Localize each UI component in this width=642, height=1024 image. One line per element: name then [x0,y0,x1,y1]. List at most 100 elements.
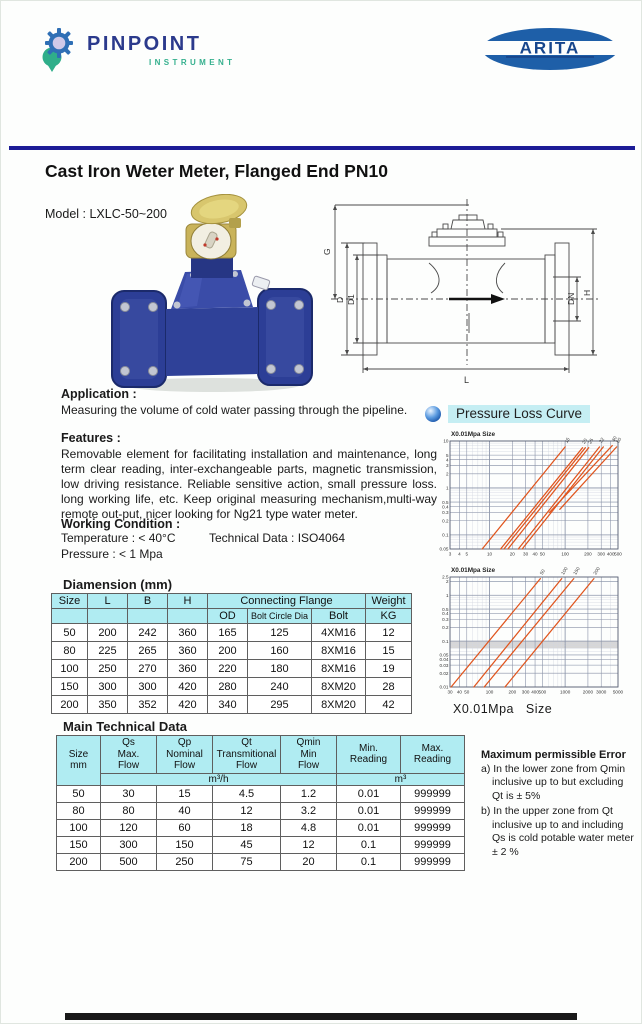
table-cell: 360 [167,641,208,660]
svg-text:10: 10 [487,552,493,557]
col-qt: Qt Transmitional Flow [212,735,281,774]
table-cell: 999999 [400,818,465,837]
dim-label-d1: D1 [346,294,356,305]
svg-text:30: 30 [447,690,453,695]
table-cell: 165 [207,623,248,642]
partner-name: ARITA [520,39,581,58]
svg-text:32: 32 [598,436,606,444]
table-cell: 120 [100,818,157,837]
table-cell: 8XM20 [311,677,366,696]
pressure-loss-header: Pressure Loss Curve [425,405,591,423]
svg-text:200: 200 [593,566,603,576]
table-row: 200 350 352 420 340 295 8XM20 42 [51,695,412,714]
empty-cell [127,608,168,624]
table-cell: 80 [56,801,101,820]
table-cell: 75 [212,852,281,871]
svg-text:100: 100 [486,690,494,695]
col-qp: Qp Nominal Flow [156,735,213,774]
dim-label-l: L [464,375,469,385]
col-kg: KG [365,608,412,624]
svg-text:40: 40 [532,552,538,557]
svg-text:100: 100 [561,552,569,557]
col-l: L [87,593,128,609]
table-cell: 250 [87,659,128,678]
svg-text:0.03: 0.03 [440,663,449,668]
table-cell: 8XM20 [311,695,366,714]
table-cell: 60 [156,818,213,837]
table-cell: 300 [127,677,168,696]
error-notes: Maximum permissible Error a) In the lowe… [481,749,635,859]
error-note-a: a) In the lower zone from Qmin inclusive… [481,763,626,802]
table-row: 80 80 40 12 3.2 0.01 999999 [56,801,465,820]
svg-text:5000: 5000 [613,690,624,695]
svg-text:150: 150 [572,566,582,576]
dimension-subheader-row: OD Bolt Circle Dia Bolt KG [51,608,412,624]
partner-logo: ARITA [479,25,621,78]
col-h: H [167,593,208,609]
svg-text:0.5: 0.5 [442,607,449,612]
table-cell: 50 [56,784,101,803]
table-cell: 999999 [400,784,465,803]
model-label: Model : LXLC-50~200 [45,207,167,221]
table-cell: 4XM16 [311,623,366,642]
svg-text:400: 400 [607,552,615,557]
table-row: 100 120 60 18 4.8 0.01 999999 [56,818,465,837]
svg-text:0.1: 0.1 [442,533,449,538]
table-cell: 352 [127,695,168,714]
col-max-reading: Max. Reading [400,735,465,774]
water-meter-photo [111,194,313,392]
svg-text:2: 2 [446,472,449,477]
svg-text:300: 300 [522,690,530,695]
pressure-loss-chart-large-sizes: 2.52 1 0.50.40.3 0.2 0.1 0.050.040.03 0.02 0.01… [440,566,624,695]
table-cell: 420 [167,677,208,696]
table-cell: 240 [247,677,312,696]
svg-text:X0.01Mpa Size: X0.01Mpa Size [451,431,495,438]
table-cell: 360 [167,623,208,642]
brand-name: PINPOINT [87,33,202,55]
table-cell: 340 [207,695,248,714]
table-row: 100 250 270 360 220 180 8XM16 19 [51,659,412,678]
svg-text:0.04: 0.04 [440,657,449,662]
svg-text:15: 15 [564,436,572,444]
svg-text:200: 200 [584,552,592,557]
svg-text:1: 1 [446,486,449,491]
table-cell: 300 [87,677,128,696]
table-cell: 100 [56,818,101,837]
table-cell: 225 [87,641,128,660]
technical-unit-row: m³/h m³ [57,772,465,786]
svg-text:0.1: 0.1 [442,639,449,644]
dimension-table: Size L B H Connecting Flange Weight OD B… [51,593,412,714]
col-min-reading: Min. Reading [336,735,401,774]
table-cell: 19 [365,659,412,678]
table-cell: 28 [365,677,412,696]
dimension-drawing: G D D1 DN H L [322,199,599,385]
table-cell: 18 [212,818,281,837]
svg-text:300: 300 [597,552,605,557]
svg-text:4: 4 [458,552,461,557]
table-cell: 3.2 [280,801,337,820]
svg-text:5: 5 [446,453,449,458]
table-cell: 150 [156,835,213,854]
col-size: Size [51,593,88,609]
svg-text:20: 20 [581,437,589,445]
svg-text:4: 4 [446,457,449,462]
error-note-b: b) In the upper zone from Qt inclusive u… [481,805,634,858]
empty-cell [51,608,88,624]
empty-cell [167,608,208,624]
table-cell: 360 [167,659,208,678]
sphere-icon [425,406,441,422]
table-cell: 200 [56,852,101,871]
svg-text:0.2: 0.2 [442,518,449,523]
col-b: B [127,593,168,609]
svg-text:0.01: 0.01 [440,685,449,690]
svg-text:20: 20 [510,552,516,557]
features-heading: Features : [61,431,121,445]
table-row: 50 30 15 4.5 1.2 0.01 999999 [56,784,465,803]
table-cell: 15 [365,641,412,660]
svg-text:1000: 1000 [560,690,571,695]
page-title: Cast Iron Weter Meter, Flanged End PN10 [45,161,388,181]
brand-subtitle: INSTRUMENT [149,58,236,67]
table-cell: 200 [207,641,248,660]
col-weight: Weight [365,593,412,609]
dim-label-h: H [582,290,592,296]
